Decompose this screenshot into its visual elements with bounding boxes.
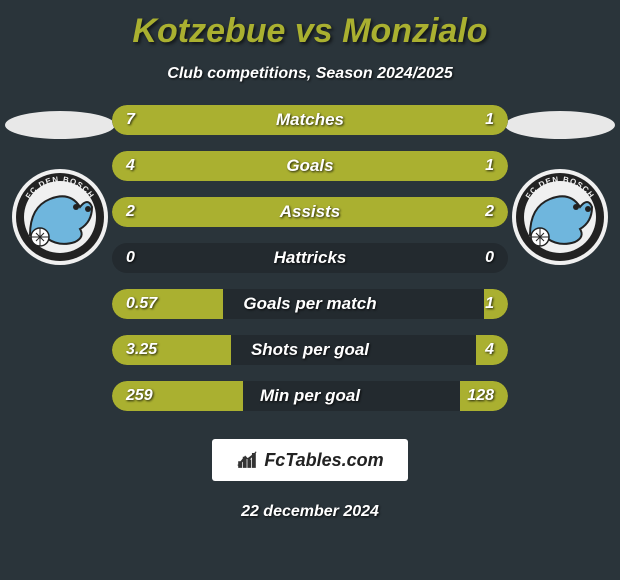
team-badge-left: FC DEN BOSCH [10, 167, 110, 267]
stat-row: 41Goals [112, 151, 508, 181]
subtitle: Club competitions, Season 2024/2025 [0, 65, 620, 83]
stat-label: Goals [112, 151, 508, 181]
stat-label: Shots per goal [112, 335, 508, 365]
stat-row: 22Assists [112, 197, 508, 227]
shadow-ellipse-left [5, 111, 115, 139]
page-title: Kotzebue vs Monzialo [0, 0, 620, 51]
club-crest-icon: FC DEN BOSCH [10, 167, 110, 267]
chart-icon [236, 449, 258, 471]
stat-row: 71Matches [112, 105, 508, 135]
team-badge-right: FC DEN BOSCH [510, 167, 610, 267]
club-crest-icon: FC DEN BOSCH [510, 167, 610, 267]
stat-row: 259128Min per goal [112, 381, 508, 411]
stat-bars: 71Matches 41Goals 22Assists 00Hattricks 0.57… [112, 105, 508, 427]
watermark[interactable]: FcTables.com [212, 439, 408, 481]
shadow-ellipse-right [505, 111, 615, 139]
stat-label: Matches [112, 105, 508, 135]
stat-label: Hattricks [112, 243, 508, 273]
comparison-chart: FC DEN BOSCH FC DEN BOSCH 71Matches 41Goa… [0, 105, 620, 425]
date-text: 22 december 2024 [0, 503, 620, 521]
watermark-text: FcTables.com [264, 450, 383, 471]
stat-label: Assists [112, 197, 508, 227]
stat-row: 3.254Shots per goal [112, 335, 508, 365]
stat-row: 00Hattricks [112, 243, 508, 273]
stat-label: Goals per match [112, 289, 508, 319]
stat-label: Min per goal [112, 381, 508, 411]
stat-row: 0.571Goals per match [112, 289, 508, 319]
